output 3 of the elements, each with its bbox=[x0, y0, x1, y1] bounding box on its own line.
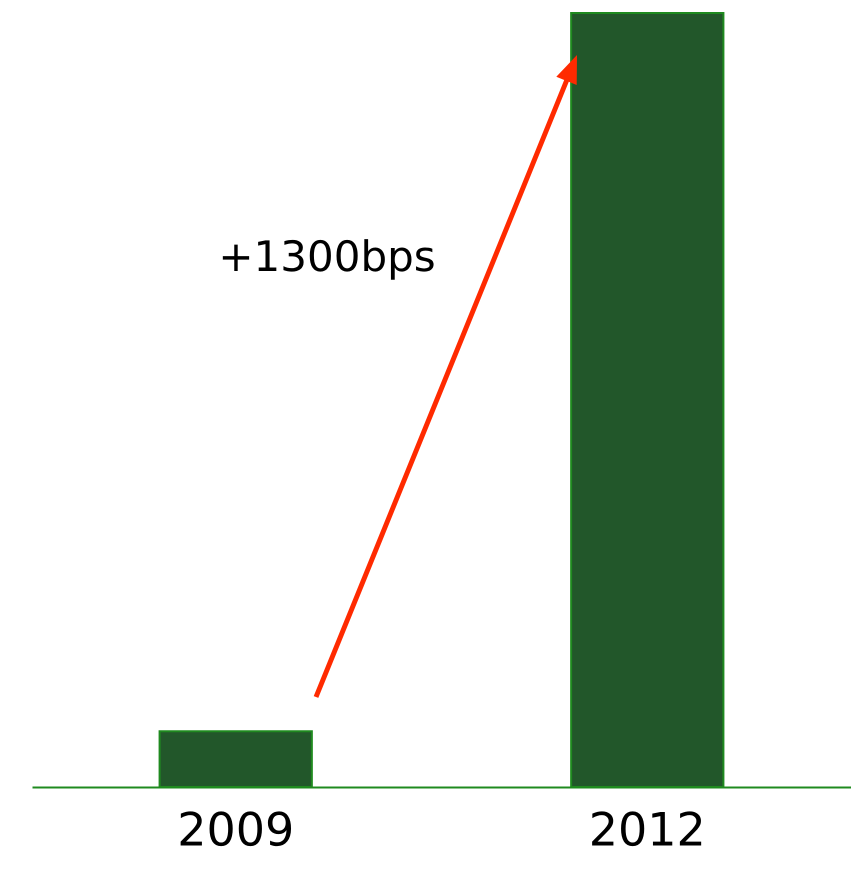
x-tick-label: 2009 bbox=[177, 802, 294, 856]
x-tick-label: 2012 bbox=[588, 802, 706, 856]
annotation: +1300bps bbox=[218, 232, 436, 281]
